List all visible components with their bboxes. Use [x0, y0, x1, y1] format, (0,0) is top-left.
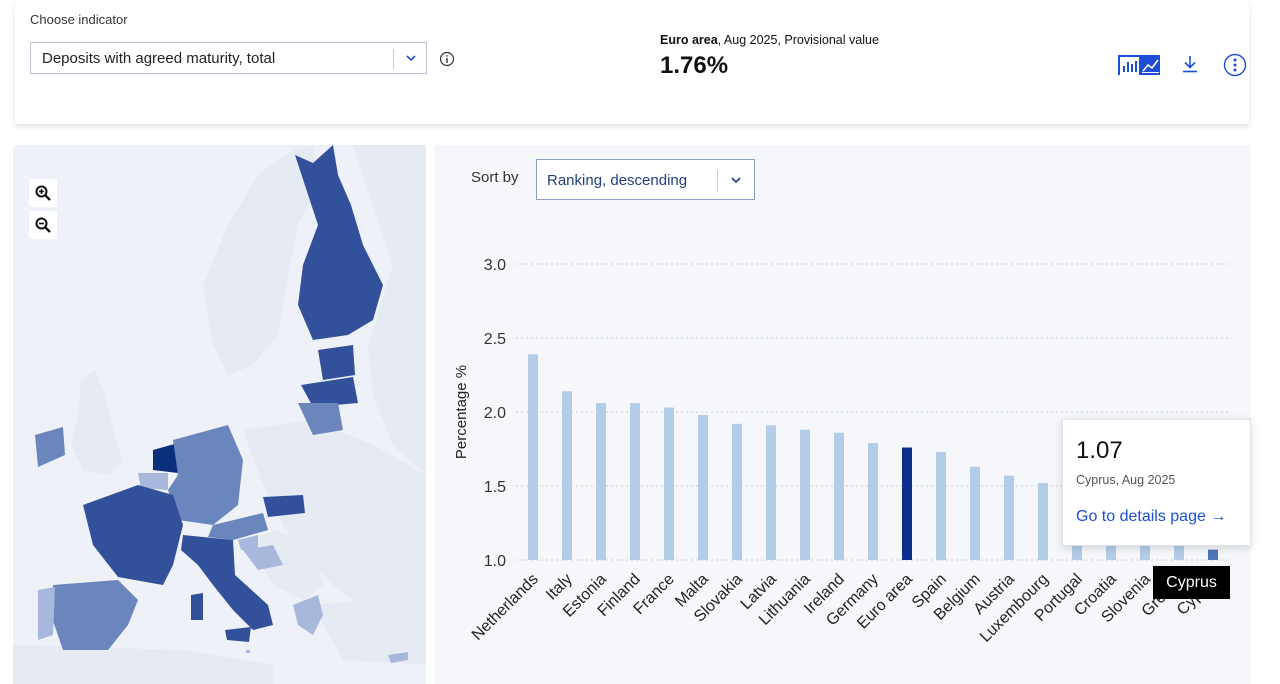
bar-euro-area[interactable] [902, 448, 912, 560]
hover-category-flag: Cyprus [1153, 566, 1230, 599]
map-land-turkey [313, 595, 426, 665]
map-land-uk [71, 370, 123, 475]
map-latvia[interactable] [301, 377, 358, 407]
map-portugal[interactable] [38, 587, 55, 640]
bar-ireland[interactable] [834, 433, 844, 560]
map-sicily[interactable] [225, 627, 251, 642]
map-land-scandinavia [203, 145, 318, 375]
download-icon[interactable] [1179, 53, 1201, 75]
europe-map[interactable] [13, 145, 426, 684]
map-spain[interactable] [51, 580, 138, 650]
choose-indicator-label: Choose indicator [30, 12, 128, 27]
bar-germany[interactable] [868, 443, 878, 560]
more-vertical-icon[interactable] [1223, 53, 1247, 77]
chart-panel: Sort by Ranking, descending 1.0 1.5 2.0 2.5… [434, 145, 1251, 684]
tooltip-label: Cyprus, Aug 2025 [1076, 473, 1175, 487]
zoom-in-icon [34, 184, 52, 202]
tooltip-value: 1.07 [1076, 437, 1123, 465]
indicator-select-value: Deposits with agreed maturity, total [42, 50, 275, 67]
bar-france[interactable] [664, 408, 674, 560]
bar-lithuania[interactable] [800, 430, 810, 560]
headline-meta: Euro area, Aug 2025, Provisional value [660, 33, 879, 47]
y-axis-label: Percentage % [453, 365, 470, 459]
bar-malta[interactable] [698, 415, 708, 560]
indicator-select[interactable]: Deposits with agreed maturity, total [30, 42, 427, 74]
headline-value: 1.76% [660, 52, 728, 80]
y-tick-label: 1.0 [484, 553, 506, 570]
x-tick-label: Netherlands [469, 571, 542, 644]
map-canvas[interactable] [13, 145, 426, 684]
select-divider [393, 49, 394, 69]
info-icon[interactable] [439, 51, 455, 67]
chart-type-toggle[interactable] [1118, 55, 1160, 75]
y-tick-label: 2.0 [484, 405, 506, 422]
y-tick-label: 1.5 [484, 479, 506, 496]
tooltip: 1.07 Cyprus, Aug 2025 Go to details page… [1062, 419, 1251, 546]
bar-luxembourg[interactable] [1038, 483, 1048, 560]
bar-italy[interactable] [562, 391, 572, 560]
bar-line-toggle-icon [1119, 56, 1161, 76]
map-malta[interactable] [246, 650, 250, 653]
bar-austria[interactable] [1004, 476, 1014, 560]
headline-period: , Aug 2025, Provisional value [718, 33, 879, 47]
map-ireland[interactable] [35, 427, 65, 467]
map-land-north-africa [13, 645, 273, 684]
zoom-out-button[interactable] [29, 211, 57, 239]
zoom-in-button[interactable] [29, 179, 57, 207]
map-estonia[interactable] [318, 345, 355, 380]
bar-cyprus[interactable] [1208, 550, 1218, 560]
indicator-panel: Choose indicator Deposits with agreed ma… [15, 0, 1249, 124]
bar-latvia[interactable] [766, 425, 776, 560]
map-germany[interactable] [168, 425, 243, 525]
bar-finland[interactable] [630, 403, 640, 560]
y-tick-label: 3.0 [484, 257, 506, 274]
bar-belgium[interactable] [970, 467, 980, 560]
chevron-down-icon [404, 51, 418, 65]
details-link[interactable]: Go to details page → [1076, 508, 1226, 526]
map-greece[interactable] [293, 595, 323, 635]
bar-spain[interactable] [936, 452, 946, 560]
bar-netherlands[interactable] [528, 354, 538, 560]
bar-slovakia[interactable] [732, 424, 742, 560]
map-france[interactable] [83, 485, 183, 585]
zoom-out-icon [34, 216, 52, 234]
bar-estonia[interactable] [596, 403, 606, 560]
map-sardinia[interactable] [191, 593, 203, 620]
y-tick-label: 2.5 [484, 331, 506, 348]
headline-area: Euro area [660, 33, 718, 47]
